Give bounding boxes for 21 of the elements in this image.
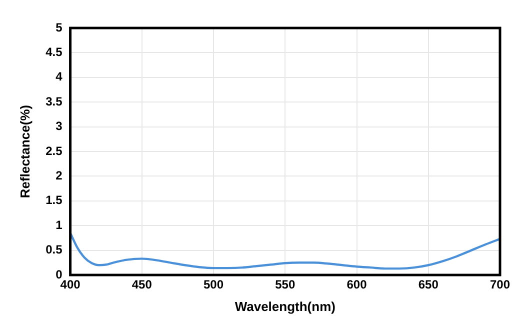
line-series xyxy=(70,232,500,270)
x-tick-label: 500 xyxy=(204,278,224,292)
y-tick-label: 1 xyxy=(56,218,63,232)
y-tick-label: 2 xyxy=(56,168,63,183)
x-tick-label: 700 xyxy=(490,278,510,292)
y-tick-label: 4.5 xyxy=(46,45,63,60)
y-tick-label: 0.5 xyxy=(46,242,63,257)
x-axis-title: Wavelength(nm) xyxy=(234,298,336,314)
y-tick-label: 3 xyxy=(56,119,63,134)
x-tick-label: 550 xyxy=(275,278,296,292)
x-tick-label: 400 xyxy=(60,278,81,292)
y-tick-label: 1.5 xyxy=(46,193,63,208)
y-tick-label: 3.5 xyxy=(46,94,63,108)
x-tick-label: 450 xyxy=(132,278,152,292)
x-tick-label: 600 xyxy=(346,278,368,292)
x-tick-label: 650 xyxy=(418,278,439,292)
y-tick-label: 4 xyxy=(56,70,63,84)
y-tick-label: 0 xyxy=(56,267,63,282)
y-tick-label: 2.5 xyxy=(46,144,63,158)
y-axis-title: Reflectance(%) xyxy=(17,104,32,198)
y-tick-label: 5 xyxy=(56,20,63,34)
